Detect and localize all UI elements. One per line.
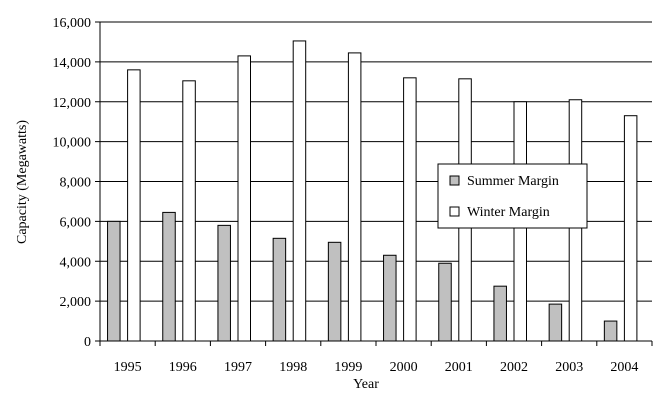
x-axis-title: Year bbox=[353, 377, 379, 392]
y-tick-label-5: 10,000 bbox=[53, 136, 92, 151]
tick-labels: 0 2,000 4,000 6,000 8,000 10,000 12,000 14,000 1… bbox=[53, 16, 639, 375]
bar-summer-1995 bbox=[107, 220, 121, 342]
x-tick-label-1998: 1998 bbox=[279, 360, 307, 375]
x-tick-label-2004: 2004 bbox=[610, 360, 638, 375]
bar-winter-1996 bbox=[182, 80, 196, 342]
bar-summer-1996 bbox=[162, 211, 176, 342]
bar-winter-1997 bbox=[237, 55, 251, 342]
y-tick-label-7: 14,000 bbox=[53, 56, 92, 71]
bar-summer-2001 bbox=[438, 262, 452, 342]
y-tick-label-0: 0 bbox=[84, 335, 91, 350]
x-tick-label-1997: 1997 bbox=[224, 360, 252, 375]
bar-summer-1998 bbox=[272, 237, 287, 342]
y-tick-label-1: 2,000 bbox=[60, 295, 92, 310]
x-tick-label-2002: 2002 bbox=[500, 360, 528, 375]
legend-label-winter: Winter Margin bbox=[467, 205, 550, 220]
axes bbox=[95, 21, 653, 346]
bar-winter-1999 bbox=[347, 52, 362, 342]
bar-summer-2000 bbox=[383, 254, 397, 342]
y-tick-label-6: 12,000 bbox=[53, 96, 92, 111]
bar-winter-1998 bbox=[292, 40, 307, 342]
x-tick-label-2003: 2003 bbox=[555, 360, 583, 375]
y-tick-label-8: 16,000 bbox=[53, 16, 92, 31]
x-tick-label-1999: 1999 bbox=[334, 360, 362, 375]
bar-winter-2004 bbox=[623, 115, 638, 342]
x-tick-label-1995: 1995 bbox=[114, 360, 142, 375]
bar-summer-1997 bbox=[217, 224, 231, 342]
y-tick-label-3: 6,000 bbox=[60, 215, 92, 230]
bar-winter-1995 bbox=[127, 69, 141, 342]
y-axis-title: Capacity (Megawatts) bbox=[15, 120, 30, 244]
x-tick-label-2001: 2001 bbox=[445, 360, 473, 375]
legend: Summer Margin Winter Margin bbox=[437, 163, 588, 229]
legend-swatch-summer bbox=[449, 175, 460, 186]
x-tick-label-2000: 2000 bbox=[390, 360, 418, 375]
x-tick-label-1996: 1996 bbox=[169, 360, 197, 375]
y-tick-label-4: 8,000 bbox=[60, 176, 92, 191]
bar-summer-2003 bbox=[548, 303, 563, 342]
bar-winter-2000 bbox=[403, 77, 417, 342]
bar-summer-2004 bbox=[603, 320, 618, 342]
legend-label-summer: Summer Margin bbox=[467, 174, 559, 189]
bar-summer-2002 bbox=[493, 285, 507, 342]
bar-summer-1999 bbox=[327, 241, 342, 342]
legend-box bbox=[437, 163, 588, 229]
y-tick-label-2: 4,000 bbox=[60, 255, 92, 270]
legend-swatch-winter bbox=[449, 206, 460, 217]
